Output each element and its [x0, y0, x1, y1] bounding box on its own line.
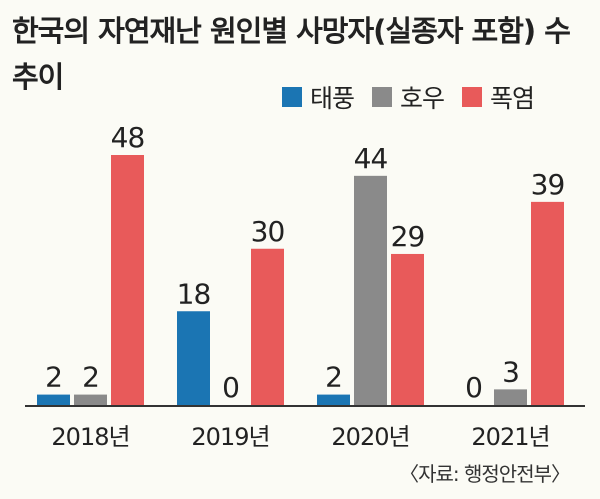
x-tick-label-3: 2021년	[471, 423, 549, 451]
data-label-typhoon-0: 2	[45, 361, 62, 394]
x-tick-label-0: 2018년	[51, 423, 129, 451]
legend-swatch-typhoon	[282, 87, 302, 107]
bar-typhoon-2	[317, 394, 350, 405]
x-tick-label-1: 2019년	[191, 423, 269, 451]
legend-swatch-heavy-rain	[372, 87, 393, 107]
source-note: 〈자료: 행정안전부〉	[399, 462, 571, 486]
x-tick-label-2: 2020년	[331, 423, 409, 451]
data-label-heavy-rain-2: 44	[354, 142, 388, 175]
legend: 태풍 호우 폭염	[282, 79, 535, 115]
legend-label-heavy-rain: 호우	[400, 84, 445, 113]
bar-heatwave-2	[391, 253, 424, 405]
legend-item-heatwave: 폭염	[462, 79, 535, 115]
legend-item-typhoon: 태풍	[282, 79, 355, 115]
chart-title: 한국의 자연재난 원인별 사망자(실종자 포함) 수 추이	[12, 14, 571, 94]
data-label-heavy-rain-1: 0	[222, 371, 239, 404]
bar-heavy-rain-0	[74, 394, 107, 405]
legend-label-typhoon: 태풍	[310, 84, 355, 113]
legend-item-heavy-rain: 호우	[372, 79, 445, 115]
bar-typhoon-1	[177, 311, 210, 405]
bar-heavy-rain-2	[354, 175, 387, 405]
bar-heatwave-3	[531, 201, 564, 405]
data-label-heatwave-1: 30	[251, 215, 285, 248]
legend-label-heatwave: 폭염	[490, 84, 535, 113]
bar-heatwave-0	[111, 155, 144, 405]
data-label-heatwave-3: 39	[531, 168, 565, 201]
data-label-heatwave-2: 29	[391, 220, 425, 253]
bar-heavy-rain-3	[494, 389, 527, 405]
bar-heatwave-1	[251, 248, 284, 405]
data-label-typhoon-2: 2	[325, 361, 342, 394]
data-label-heatwave-0: 48	[111, 121, 145, 154]
legend-swatch-heatwave	[462, 87, 483, 107]
data-label-typhoon-1: 18	[177, 277, 211, 310]
data-label-typhoon-3: 0	[465, 371, 482, 404]
bar-typhoon-0	[37, 394, 70, 405]
data-label-heavy-rain-0: 2	[82, 361, 99, 394]
data-label-heavy-rain-3: 3	[502, 355, 519, 388]
